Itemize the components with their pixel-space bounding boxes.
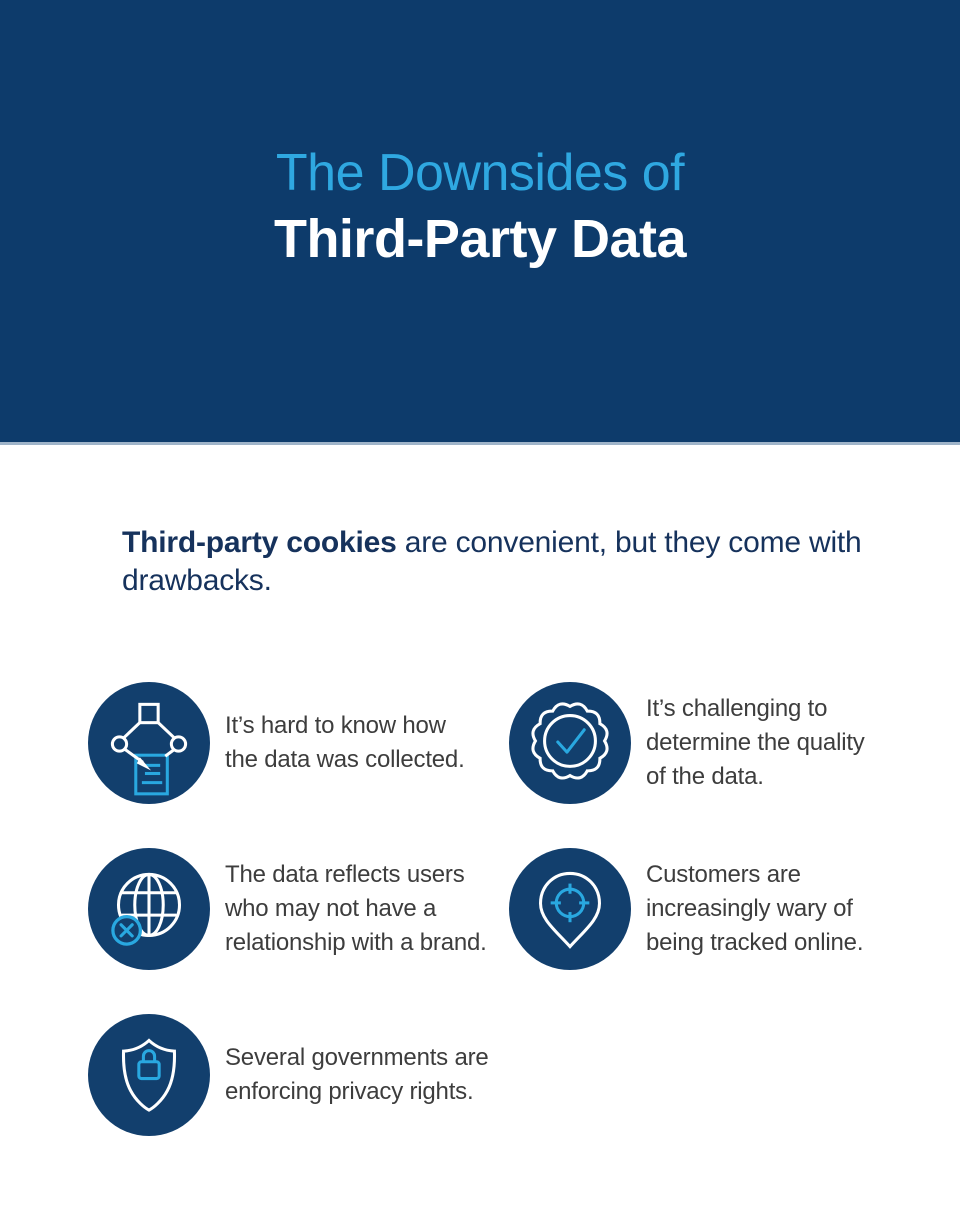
globe-no-relationship-icon xyxy=(111,872,182,946)
header-band: The Downsides of Third-Party Data xyxy=(0,0,960,445)
privacy-shield-icon xyxy=(121,1038,177,1112)
list-item: It’s hard to know how the data was colle… xyxy=(88,682,465,804)
item-text: It’s challenging to determine the qualit… xyxy=(646,695,865,790)
page-title-line2: Third-Party Data xyxy=(273,209,687,269)
icon-circle xyxy=(88,848,210,970)
intro-text: Third-party cookies are convenient, but … xyxy=(122,524,862,600)
item-text: It’s hard to know how the data was colle… xyxy=(225,712,465,773)
intro-text-rest: are convenient, but they come with drawb… xyxy=(122,526,862,597)
list-item: Several governments are enforcing privac… xyxy=(88,1014,489,1136)
item-text: Several governments are enforcing privac… xyxy=(225,1044,489,1105)
tracking-pin-icon xyxy=(538,871,602,949)
list-item: It’s challenging to determine the qualit… xyxy=(509,682,865,804)
list-item: The data reflects users who may not have… xyxy=(88,848,487,970)
icon-circle xyxy=(509,682,631,804)
item-text: Customers are increasingly wary of being… xyxy=(646,861,864,956)
icon-circle xyxy=(509,848,631,970)
page-title-line1: The Downsides of xyxy=(275,144,685,202)
icon-circle xyxy=(88,682,210,804)
data-collection-icon xyxy=(110,702,188,796)
quality-badge-icon xyxy=(531,702,609,780)
icon-circle xyxy=(88,1014,210,1136)
list-item: Customers are increasingly wary of being… xyxy=(509,848,863,970)
item-text: The data reflects users who may not have… xyxy=(225,861,487,956)
intro-text-bold: Third-party cookies xyxy=(122,526,397,559)
